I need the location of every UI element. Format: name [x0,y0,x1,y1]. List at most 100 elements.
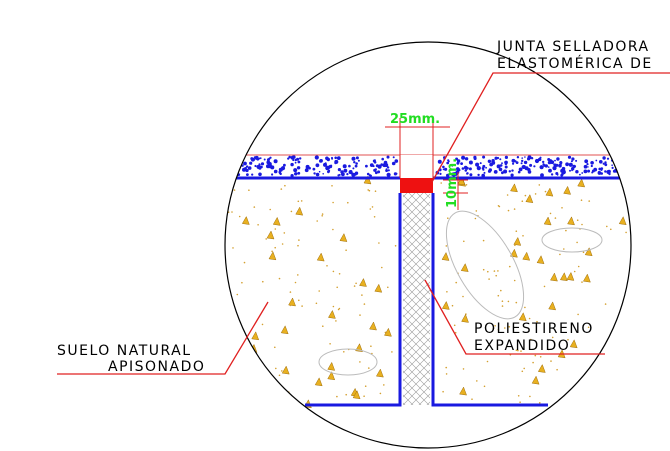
aggregate-dot [485,166,487,169]
aggregate-dot [349,170,353,174]
detail-circle [224,41,632,449]
aggregate-dot [266,158,270,162]
soil-dot [462,295,464,298]
soil-grain [518,312,527,322]
aggregate-dot [394,159,399,163]
aggregate-dot [511,169,514,172]
soil-dot [387,286,389,289]
aggregate-dot [297,160,301,164]
soil-dot [513,279,516,282]
aggregate-dot [572,164,576,169]
soil-dot [262,280,264,283]
aggregate-dot [323,162,327,167]
soil-grain [339,233,348,242]
soil-dot [338,273,341,275]
aggregate-dot [288,155,292,159]
aggregate-dot [357,159,360,162]
soil-dot [528,317,531,320]
aggregate-dot [575,170,579,174]
soil-dot [364,385,367,388]
soil-dot [447,217,449,219]
aggregate-dot [491,159,495,163]
soil-dot [381,266,383,269]
soil-dot [345,393,348,396]
soil-dot [580,388,582,390]
aggregate-dot [273,159,278,164]
aggregate-dot [346,173,349,176]
aggregate-dot [369,163,374,168]
aggregate-dot [490,163,493,167]
aggregate-dot [315,172,320,177]
aggregate-dot [257,166,260,168]
aggregate-dot [586,163,589,166]
soil-dot [335,320,337,322]
soil-dot [565,229,567,232]
soil-dot [495,274,498,277]
soil-grain [634,294,641,302]
soil-dot [331,185,333,187]
soil-dot [529,395,531,398]
soil-dot [493,270,496,272]
aggregate-dot [555,172,559,175]
filler-label: EXPANDIDO [474,338,570,354]
soil-dot [506,194,509,196]
aggregate-dot [460,162,463,166]
soil-dot [337,308,340,311]
aggregate-dot [343,168,348,173]
aggregate-dot [294,161,297,164]
aggregate-dot [554,168,556,170]
soil-dot [347,201,349,204]
aggregate-dot [446,161,450,165]
aggregate-dot [232,166,235,169]
soil-dot [462,368,465,370]
aggregate-dot [331,157,334,160]
aggregate-dot [464,169,468,172]
aggregate-dot [483,171,486,174]
aggregate-dot [253,156,257,159]
aggregate-dot [270,165,275,170]
soil-dot [363,395,365,398]
soil-dot [524,306,526,309]
soil-grain [295,206,304,216]
soil-dot [237,391,239,394]
soil-dot [563,248,565,250]
aggregate-dot [587,166,589,168]
aggregate-dot [461,155,466,160]
soil-dot [626,377,628,379]
aggregate-dot [229,155,234,160]
aggregate-dot [312,167,316,171]
aggregate-dot [539,165,544,170]
soil-grain [563,185,572,195]
soil-grain [272,216,281,226]
soil-grain [584,247,593,257]
aggregate-dot [337,174,340,177]
soil-dot [487,270,489,273]
soil-dot [281,370,283,372]
soil-dot [235,332,238,335]
aggregate-dot [355,162,358,165]
aggregate-dot [304,168,309,173]
aggregate-dot [482,168,485,171]
slab-aggregate [225,155,631,178]
soil-dot [271,250,273,253]
aggregate-dot [591,169,595,173]
aggregate-dot [547,160,552,165]
aggregate-dot [617,157,622,161]
soil-dot [576,219,579,221]
soil-dot [322,325,324,328]
soil-dot [332,305,335,308]
aggregate-dot [374,171,378,175]
soil-grain [288,297,296,307]
soil-dot [508,326,511,328]
soil-dot [233,377,236,380]
soil-dot [359,314,361,316]
soil-dot [233,189,236,191]
aggregate-dot [236,163,240,167]
aggregate-dot [385,169,388,173]
aggregate-dot [499,158,502,161]
soil-dot [497,294,500,297]
soil-dot [332,201,334,204]
aggregate-dot [234,162,237,165]
stone [318,348,378,376]
